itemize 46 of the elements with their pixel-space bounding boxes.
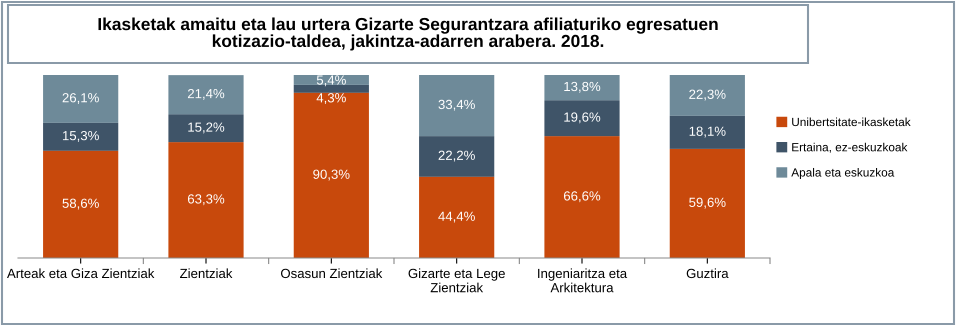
data-label: 15,2%: [188, 122, 224, 134]
data-label: 4,3%: [316, 93, 346, 104]
bar: [43, 75, 118, 123]
x-tick-label: Zientziak: [180, 268, 232, 278]
bar: [168, 75, 244, 114]
bar: [670, 75, 745, 116]
chart-title: Ikasketak amaitu eta lau urtera Gizarte Segurantzara afiliaturiko egresatuen kotizazio-taldea, jakintza-adarren arabera. 2018.: [98, 17, 718, 51]
legend-label: Apala eta eskuzkoa: [791, 168, 894, 179]
bar: [168, 114, 244, 142]
data-label: 22,2%: [438, 150, 475, 162]
bar: [419, 136, 494, 177]
x-tick-label: Arteak eta Giza Zientziak: [6, 268, 154, 278]
x-tick-label: Ingeniaritza eta Arkitektura: [538, 268, 628, 292]
data-label: 13,8%: [564, 82, 600, 93]
data-label: 15,3%: [62, 130, 99, 142]
data-label: 22,3%: [689, 90, 726, 101]
bar: [419, 75, 494, 136]
x-tick-label: Gizarte eta Lege Zientziak: [408, 268, 505, 292]
legend-label: Ertaina, ez-eskuzkoak: [792, 142, 908, 153]
data-label: 63,3%: [188, 194, 224, 206]
data-label: 33,4%: [438, 100, 475, 111]
bar: [544, 136, 620, 258]
bar: [544, 75, 620, 100]
data-label: 59,6%: [689, 198, 726, 209]
bar: [419, 176, 494, 258]
bar: [168, 142, 244, 258]
data-label: 18,1%: [690, 126, 726, 138]
bar: [294, 92, 369, 258]
data-label: 26,1%: [62, 93, 99, 104]
data-label: 90,3%: [313, 170, 350, 180]
x-tick-label: Osasun Zientziak: [280, 268, 382, 278]
legend-label: Unibertsitate-ikasketak: [792, 117, 911, 126]
bar: [43, 122, 118, 151]
bar: [670, 148, 745, 258]
bar: [43, 150, 118, 258]
bar: [294, 84, 369, 93]
data-label: 5,4%: [316, 75, 346, 86]
x-tick-label: Guztira: [686, 268, 729, 278]
data-label: 58,6%: [62, 198, 99, 210]
data-label: 21,4%: [188, 88, 224, 100]
bar: [294, 75, 369, 85]
data-label: 44,4%: [438, 212, 475, 222]
data-label: 19,6%: [564, 112, 600, 124]
bar: [670, 116, 745, 149]
data-label: 66,6%: [564, 191, 600, 202]
bar: [544, 100, 620, 136]
